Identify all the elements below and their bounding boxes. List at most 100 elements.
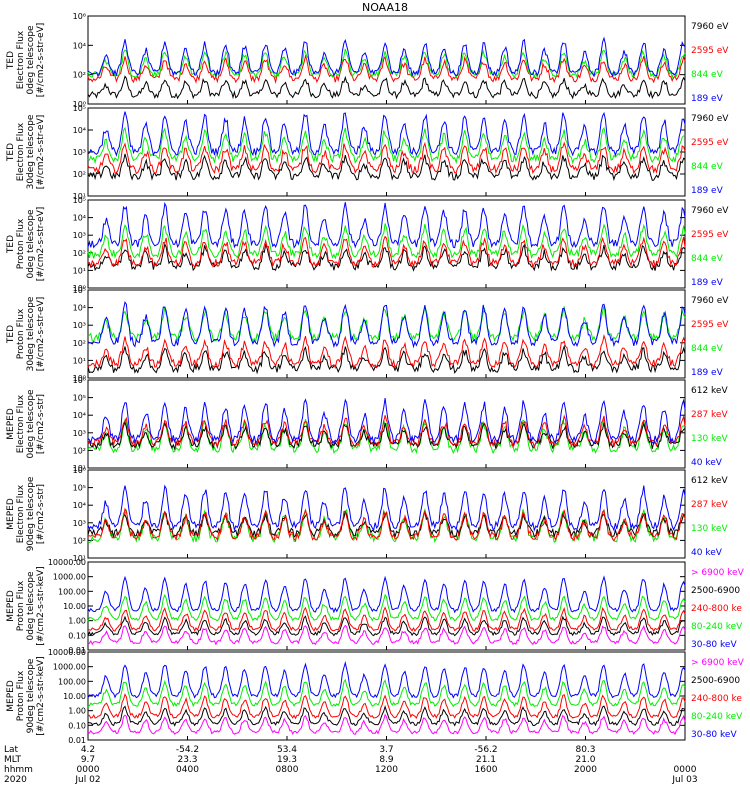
y-axis-label-line: Proton Flux [16,580,26,631]
legend-entry-blue: 189 eV [691,94,724,104]
time-tick-label: 19.3 [277,755,297,765]
time-tick-label: Jul 03 [671,775,697,785]
legend-entry-black: 2500-6900 [691,676,740,686]
legend-entry-green: 844 eV [691,162,724,172]
panel-2: 10¹ 10² 10³ 10⁴ 10⁵ TED Electron Flux 30deg tel… [6,104,729,201]
y-tick-label: 10¹ [73,464,86,473]
y-axis-label-line: Proton Flux [16,308,26,359]
y-tick-label: 0.10 [68,721,86,730]
time-tick-label: 80.3 [575,745,595,755]
y-tick-label: 10⁵ [73,286,86,295]
y-tick-label: 100.00 [58,587,86,596]
time-tick-label: Jul 02 [74,775,100,785]
y-axis-label-line: [#/cm2-s-str] [36,394,46,454]
y-tick-label: 10⁵ [73,394,86,403]
series-green [87,126,686,165]
legend-entry-green: 130 keV [691,434,728,444]
y-axis-label-line: Electron Flux [16,30,26,89]
legend-entry-blue: 189 eV [691,368,724,378]
legend-entry-blue: 189 eV [691,186,724,196]
y-axis-label-line: TED [6,51,16,70]
y-axis-label-line: MEPED [6,680,16,712]
series-blue [87,575,686,614]
time-tick-label: 2000 [574,765,597,775]
time-tick-label: 0000 [77,765,100,775]
legend-entry-magenta: > 6900 keV [691,568,745,578]
time-tick-label: 1600 [475,765,498,775]
time-tick-label: 21.0 [575,755,595,765]
y-tick-label: 10.00 [63,692,86,701]
y-axis-label-line: 90deg telescope [26,476,36,551]
series-black [87,344,686,375]
legend-entry-red: 240-800 ke [691,604,742,614]
y-axis-label-line: 30deg telescope [26,296,36,371]
legend-entry-black: 7960 eV [691,206,729,216]
series-blue [87,484,686,532]
series-red [87,693,686,720]
legend-entry-blue: 40 keV [691,548,723,558]
series-green [87,418,686,455]
series-green [87,305,686,343]
y-tick-label: 10¹ [73,266,86,275]
time-tick-label: 9.7 [81,755,95,765]
y-axis-label-line: 90deg telescope [26,658,36,733]
legend-entry-black: 7960 eV [691,296,729,306]
y-tick-label: 10000.00 [48,648,86,657]
legend-entry-black: 612 keV [691,386,728,396]
y-axis-label-line: MEPED [6,408,16,440]
panel-frame [87,15,686,105]
legend-entry-red: 2595 eV [691,46,729,56]
y-tick-label: 10⁵ [73,104,86,113]
series-green [87,223,686,260]
legend-entry-red: 287 keV [691,410,728,420]
series-green [87,678,686,708]
y-axis-label-line: 0deg telescope [26,571,36,641]
y-axis-label-line: [#/cm2-s-str-eV] [36,207,46,282]
y-tick-label: 10⁴ [73,214,86,223]
y-axis-label-line: Proton Flux [16,670,26,721]
series-blue [87,300,686,349]
y-axis-label-line: TED [6,235,16,254]
y-tick-label: 10⁴ [73,501,86,510]
y-tick-label: 10² [73,249,86,258]
series-red [87,606,686,633]
series-red [87,414,686,449]
series-black [87,242,686,272]
time-tick-label: 8.9 [379,755,394,765]
panel-frame [87,561,686,651]
time-tick-label: -54.2 [176,745,199,755]
legend-entry-blue: 40 keV [691,458,723,468]
y-tick-label: 10⁴ [73,126,86,135]
y-tick-label: 10³ [73,429,86,438]
time-row-label: 2020 [4,775,27,785]
y-tick-label: 10.00 [63,602,86,611]
time-tick-label: 0000 [674,765,697,775]
time-tick-label: 23.3 [177,755,197,765]
y-tick-label: 10⁴ [73,41,86,50]
series-black [87,153,686,182]
series-blue [87,201,686,249]
y-tick-label: 10⁴ [73,411,86,420]
panel-8: 0.01 0.10 1.00 10.00 100.00 1000.00 10000.00 ME… [6,648,745,745]
legend-entry-red: 2595 eV [691,138,729,148]
panel-3: 10⁰ 10¹ 10² 10³ 10⁴ 10⁵ TED Proton Flux 0deg tel… [6,196,729,293]
legend-entry-blue: 30-80 keV [691,640,737,650]
y-axis-label-line: MEPED [6,498,16,530]
series-black [87,705,686,727]
y-tick-label: 1000.00 [53,663,86,672]
series-red [87,54,686,84]
legend-entry-magenta: > 6900 keV [691,658,745,668]
y-tick-label: 10³ [73,519,86,528]
series-black [87,75,686,100]
y-tick-label: 10¹ [73,554,86,563]
legend-entry-green: 130 keV [691,524,728,534]
y-tick-label: 10³ [73,231,86,240]
series-black [87,420,686,451]
time-tick-label: 1200 [375,765,398,775]
y-tick-label: 10⁵ [73,484,86,493]
legend-entry-black: 7960 eV [691,22,729,32]
legend-entry-red: 2595 eV [691,320,729,330]
legend-entry-black: 7960 eV [691,114,729,124]
time-tick-label: -56.2 [474,745,497,755]
